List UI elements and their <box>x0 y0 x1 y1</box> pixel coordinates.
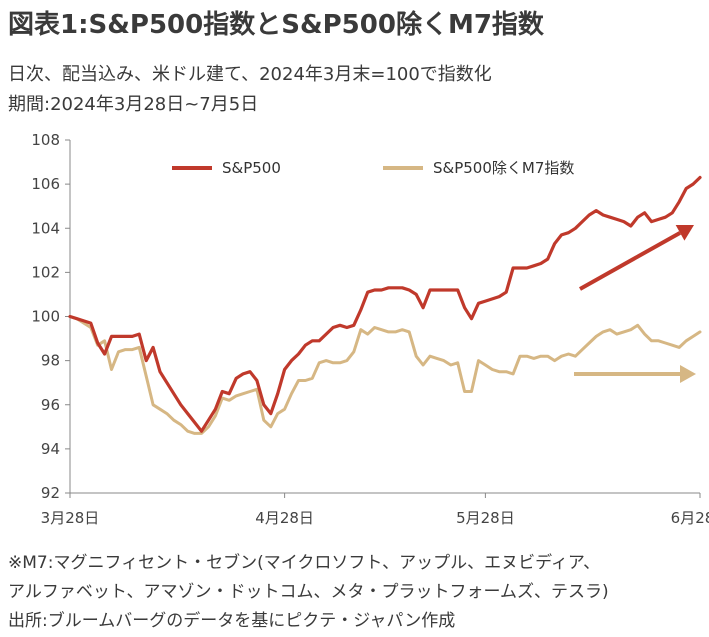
sp500-trend-arrow-shaft <box>579 231 682 291</box>
m7-footnote: ※M7:マグニフィセント・セブン(マイクロソフト、アップル、エヌビディア、 <box>8 553 601 573</box>
source-note: 出所:ブルームバーグのデータを基にピクテ・ジャパン作成 <box>8 611 456 631</box>
y-tick-label: 106 <box>31 175 60 193</box>
chart-subtitle: 日次、配当込み、米ドル建て、2024年3月末=100で指数化 <box>8 64 492 85</box>
y-tick-label: 94 <box>41 440 60 458</box>
series-line-sp500-ex-m7 <box>68 315 702 435</box>
y-tick-label: 98 <box>41 352 60 370</box>
y-tick-label: 104 <box>31 219 60 237</box>
chart-title: 図表1:S&P500指数とS&P500除くM7指数 <box>8 10 544 40</box>
y-tick-label: 96 <box>41 396 60 414</box>
m7-footnote-cont: アルファベット、アマゾン・ドットコム、メタ・プラットフォームズ、テスラ) <box>8 582 609 602</box>
y-axis: 92 94 96 98 100 102 104 106 108 <box>31 131 71 502</box>
y-tick-label: 100 <box>31 308 60 326</box>
x-axis: 3月28日 4月28日 5月28日 6月28日 <box>41 492 709 527</box>
series-line-sp500 <box>68 175 702 433</box>
x-tick-label: 3月28日 <box>41 509 100 527</box>
line-chart: 92 94 96 98 100 102 104 106 108 3月28日 4月28日 5月28日 6… <box>31 131 709 527</box>
chart-period: 期間:2024年3月28日~7月5日 <box>8 94 259 115</box>
trend-arrows <box>574 224 696 383</box>
ex-m7-trend-arrow-head <box>680 365 696 383</box>
legend-label: S&P500除くM7指数 <box>433 159 574 177</box>
x-tick-label: 5月28日 <box>456 509 515 527</box>
x-tick-label: 6月28日 <box>671 509 709 527</box>
plot-area <box>68 175 702 435</box>
legend: S&P500 S&P500除くM7指数 <box>172 159 574 177</box>
y-tick-label: 108 <box>31 131 60 149</box>
x-tick-label: 4月28日 <box>255 509 314 527</box>
sp500-trend-arrow-head <box>675 224 694 241</box>
y-tick-label: 92 <box>41 484 60 502</box>
legend-label: S&P500 <box>222 159 281 177</box>
y-tick-label: 102 <box>31 263 60 281</box>
